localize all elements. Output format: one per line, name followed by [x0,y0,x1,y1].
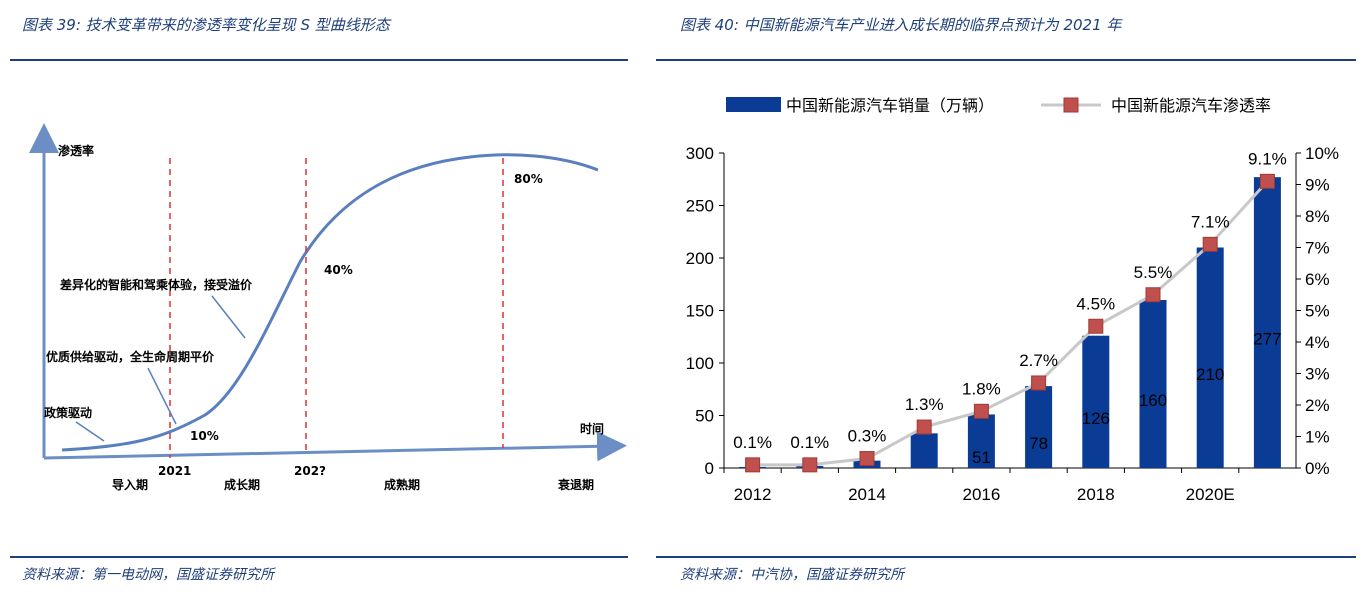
legend-line-marker [1063,97,1079,113]
right-y-tick-label: 5% [1305,302,1330,321]
penetration-label: 1.3% [905,395,944,414]
annotation-pointer [75,421,105,442]
penetration-marker [745,457,761,473]
sales-bar [1082,335,1110,468]
penetration-label: 2.7% [1019,351,1058,370]
right-y-tick-label: 2% [1305,396,1330,415]
penetration-marker [859,451,875,467]
sales-bar-label: 160 [1139,391,1167,410]
sales-penetration-chart: 中国新能源汽车销量（万辆） 中国新能源汽车渗透率 0 50 100 150 200 250… [686,96,1339,504]
left-chart-source: 资料来源：第一电动网，国盛证券研究所 [22,567,274,583]
sales-bar [1025,386,1053,468]
penetration-marker [1031,375,1047,391]
annotation-text: 差异化的智能和驾乘体验，接受溢价 [59,277,253,292]
sales-bar-label: 210 [1196,365,1224,384]
sales-bar-label: 126 [1082,409,1110,428]
left-y-tick-label: 100 [686,354,714,373]
annotation-text: 政策驱动 [44,405,92,420]
marker-year-label: 2021 [158,464,191,478]
marker-year-label: 202? [294,464,326,478]
phase-label: 导入期 [112,477,148,492]
penetration-marker [802,457,818,473]
left-chart-title: 图表 39: 技术变革带来的渗透率变化呈现 S 型曲线形态 [22,16,390,34]
sales-bar [910,433,938,468]
annotation-pointer [147,367,177,425]
right-y-tick-label: 4% [1305,333,1330,352]
phase-label: 成长期 [224,477,260,492]
x-tick-label: 2012 [734,485,772,504]
left-y-tick-label: 300 [686,144,714,163]
penetration-marker [1202,236,1218,252]
marker-value-label: 80% [514,172,543,186]
s-curve-chart: 渗透率 时间 10% 40% 80% 2021 202? 差异化的智能和驾乘体验… [29,123,627,492]
left-bottom-rule [10,556,628,558]
penetration-label: 0.3% [848,427,887,446]
penetration-line [752,180,1269,467]
right-y-tick-label: 6% [1305,270,1330,289]
s-curve-line [61,153,599,452]
penetration-label: 1.8% [962,379,1001,398]
legend-bar-label: 中国新能源汽车销量（万辆） [786,96,994,115]
left-y-tick-label: 0 [705,459,714,478]
penetration-label: 4.5% [1076,294,1115,313]
phase-label: 衰退期 [557,477,594,492]
sales-bar [1139,300,1167,468]
penetration-label: 9.1% [1248,149,1287,168]
penetration-label: 0.1% [790,433,829,452]
legend-bar-swatch [726,97,781,112]
left-y-tick-label: 150 [686,302,714,321]
marker-value-label: 10% [190,429,219,443]
right-top-rule [656,59,1356,61]
x-tick-label: 2014 [848,485,886,504]
y-axis-label: 渗透率 [58,143,94,158]
penetration-marker [916,419,932,435]
chart-legend: 中国新能源汽车销量（万辆） 中国新能源汽车渗透率 [726,96,1271,115]
left-y-tick-label: 50 [695,407,714,426]
phase-label: 成熟期 [384,477,420,492]
penetration-marker [1259,173,1275,189]
right-y-tick-label: 3% [1305,365,1330,384]
right-chart-source: 资料来源：中汽协，国盛证券研究所 [680,567,904,583]
left-top-rule [10,59,628,61]
right-bottom-rule [656,556,1356,558]
right-y-tick-label: 0% [1305,459,1330,478]
marker-value-label: 40% [324,263,353,277]
penetration-marker [1088,318,1104,334]
right-y-tick-label: 9% [1305,176,1330,195]
sales-bar [1253,177,1281,468]
x-axis-label: 时间 [580,421,604,436]
x-tick-label: 2016 [962,485,1000,504]
sales-bar-label: 78 [1029,434,1048,453]
penetration-label: 0.1% [733,433,772,452]
left-y-tick-label: 250 [686,197,714,216]
right-y-tick-label: 1% [1305,428,1330,447]
annotation-pointer [211,295,246,339]
right-chart-title: 图表 40: 中国新能源汽车产业进入成长期的临界点预计为 2021 年 [680,16,1122,34]
x-tick-label: 2018 [1077,485,1115,504]
right-y-tick-label: 8% [1305,207,1330,226]
sales-bar-label: 51 [972,448,991,467]
x-tick-label: 2020E [1186,485,1235,504]
penetration-marker [973,403,989,419]
sales-bar [967,414,995,468]
left-y-tick-label: 200 [686,249,714,268]
annotation-text: 优质供给驱动，全生命周期平价 [46,349,215,364]
x-axis [43,431,627,462]
penetration-label: 5.5% [1134,263,1173,282]
sales-bar-label: 277 [1253,330,1281,349]
right-y-tick-label: 10% [1305,144,1339,163]
legend-line-label: 中国新能源汽车渗透率 [1111,96,1271,115]
penetration-label: 7.1% [1191,212,1230,231]
right-y-tick-label: 7% [1305,239,1330,258]
penetration-marker [1145,287,1161,303]
sales-bar [1196,247,1224,468]
